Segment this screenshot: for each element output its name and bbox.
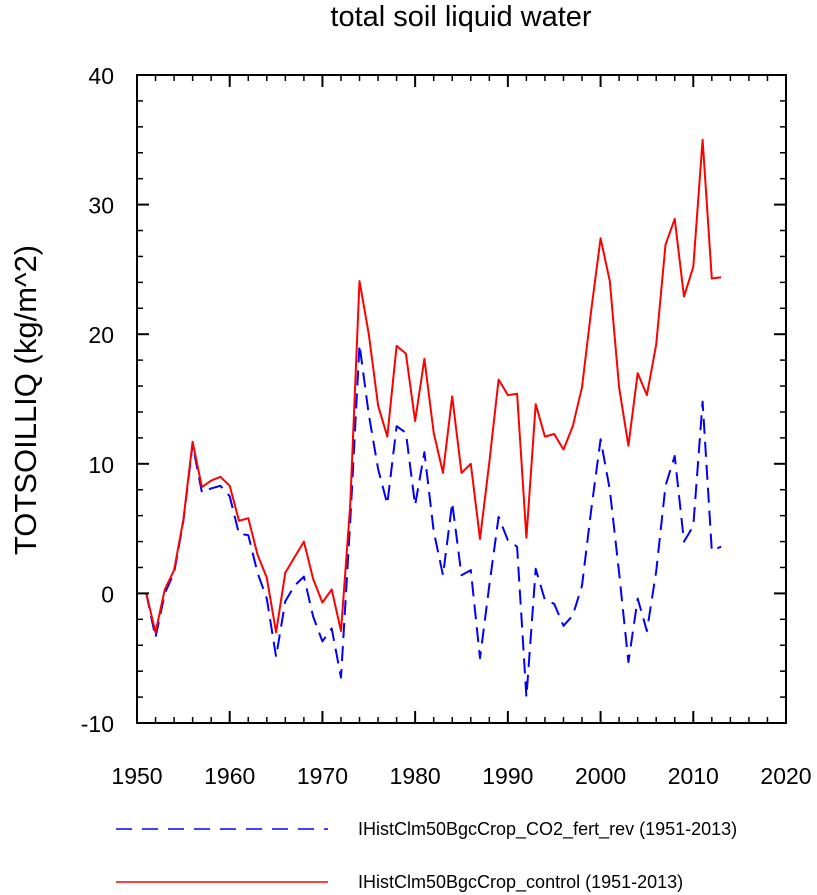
series-line-1 — [145, 343, 722, 699]
x-tick-label: 2010 — [668, 763, 719, 789]
x-tick-label: 1990 — [482, 763, 533, 789]
plot-frame — [136, 74, 787, 724]
x-tick-label: 2020 — [760, 763, 811, 789]
series-line-2 — [145, 138, 722, 634]
legend: IHistClm50BgcCrop_CO2_fert_rev (1951-201… — [116, 819, 737, 893]
y-tick-label: 20 — [88, 322, 114, 348]
x-tick-label: 2000 — [575, 763, 626, 789]
plot-area — [145, 138, 722, 699]
x-tick-label: 1970 — [297, 763, 348, 789]
y-tick-label: 0 — [101, 581, 114, 607]
legend-label-2: IHistClm50BgcCrop_control (1951-2013) — [358, 872, 683, 893]
chart-title: total soil liquid water — [330, 1, 591, 33]
y-tick-label: 30 — [88, 193, 114, 219]
y-tick-label: 10 — [88, 452, 114, 478]
y-tick-label: 40 — [88, 63, 114, 89]
axes: 1950 1960 1970 1980 1990 2000 2010 2020 -10 0 10 20… — [81, 63, 812, 789]
legend-label-1: IHistClm50BgcCrop_CO2_fert_rev (1951-201… — [358, 819, 737, 840]
x-tick-label: 1980 — [390, 763, 441, 789]
y-tick-label: -10 — [81, 711, 114, 737]
y-axis-label: TOTSOILLIQ (kg/m^2) — [8, 245, 43, 555]
x-tick-label: 1960 — [204, 763, 255, 789]
x-tick-label: 1950 — [111, 763, 162, 789]
